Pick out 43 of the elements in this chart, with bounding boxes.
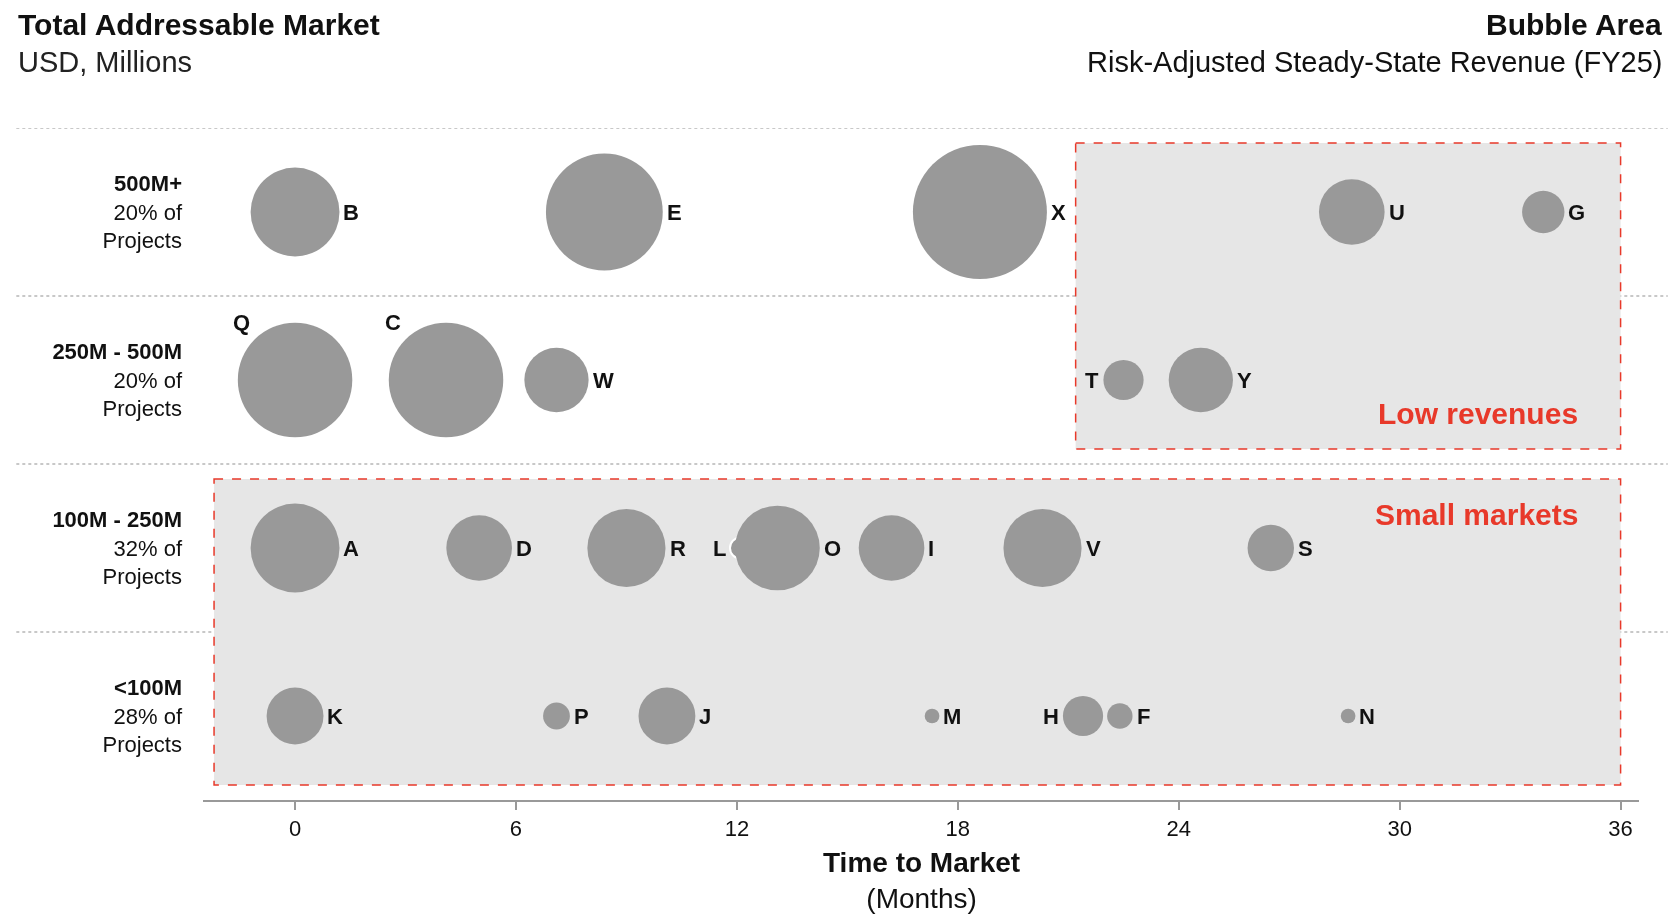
data-label: C	[385, 310, 401, 335]
data-label: K	[327, 704, 343, 729]
y-tick-label: 250M - 500M 20% of Projects	[52, 339, 183, 422]
x-tick-label: 6	[509, 816, 523, 842]
data-label: N	[1359, 704, 1375, 729]
data-label: B	[343, 200, 359, 225]
data-label: I	[928, 536, 935, 561]
data-label: Q	[233, 310, 251, 335]
data-label: O	[824, 536, 842, 561]
x-tick-label: 30	[1387, 816, 1412, 842]
data-label: G	[1568, 200, 1586, 225]
y-tick-label: 500M+ 20% of Projects	[102, 171, 183, 254]
data-label: X	[1051, 200, 1066, 225]
data-label: V	[1086, 536, 1101, 561]
band-label: Small markets	[1375, 498, 1579, 531]
data-label: W	[593, 368, 614, 393]
data-label: F	[1137, 704, 1151, 729]
chart-subtitle: USD, Millions	[18, 46, 193, 78]
data-label: E	[667, 200, 682, 225]
data-label: D	[516, 536, 532, 561]
x-tick-label: 18	[945, 816, 971, 842]
x-tick-label: 24	[1166, 816, 1191, 842]
x-axis-title: Time to Market (Months)	[823, 847, 1021, 915]
y-tick-label: <100M 28% of Projects	[102, 675, 183, 758]
data-label: M	[943, 704, 962, 729]
data-label: A	[343, 536, 359, 561]
x-tick-label: 36	[1608, 816, 1633, 842]
data-label: Y	[1237, 368, 1252, 393]
band-label: Low revenues	[1378, 397, 1579, 430]
data-label: P	[574, 704, 589, 729]
text: Risk-Adjusted Steady-State Revenue (FY25)	[1087, 46, 1663, 78]
data-label: S	[1298, 536, 1313, 561]
data-label: U	[1389, 200, 1405, 225]
x-tick-label: 12	[724, 816, 750, 842]
data-label: J	[699, 704, 712, 729]
text: Bubble Area	[1486, 8, 1662, 41]
data-label: T	[1085, 368, 1099, 393]
data-label: L	[713, 536, 727, 561]
chart-title: Total Addressable Market	[18, 8, 380, 41]
y-tick-label: 100M - 250M 32% of Projects	[52, 507, 183, 590]
data-label: R	[670, 536, 686, 561]
data-label: H	[1043, 704, 1059, 729]
x-tick-label: 0	[288, 816, 302, 842]
